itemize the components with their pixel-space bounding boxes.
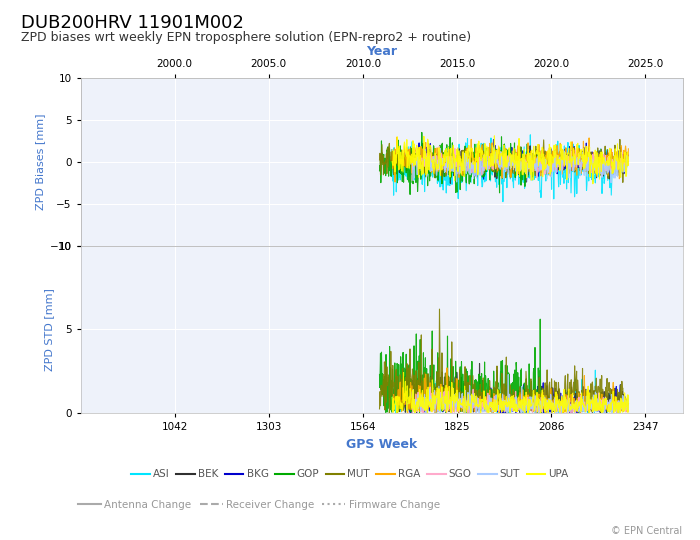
- X-axis label: Year: Year: [366, 45, 397, 58]
- Text: DUB200HRV 11901M002: DUB200HRV 11901M002: [21, 14, 244, 31]
- Legend: ASI, BEK, BKG, GOP, MUT, RGA, SGO, SUT, UPA: ASI, BEK, BKG, GOP, MUT, RGA, SGO, SUT, …: [127, 465, 573, 483]
- X-axis label: GPS Week: GPS Week: [346, 438, 417, 451]
- Text: ZPD biases wrt weekly EPN troposphere solution (EPN-repro2 + routine): ZPD biases wrt weekly EPN troposphere so…: [21, 31, 471, 44]
- Text: © EPN Central: © EPN Central: [611, 525, 682, 536]
- Legend: Antenna Change, Receiver Change, Firmware Change: Antenna Change, Receiver Change, Firmwar…: [74, 496, 444, 514]
- Y-axis label: ZPD STD [mm]: ZPD STD [mm]: [44, 288, 54, 371]
- Y-axis label: ZPD Biases [mm]: ZPD Biases [mm]: [36, 114, 46, 210]
